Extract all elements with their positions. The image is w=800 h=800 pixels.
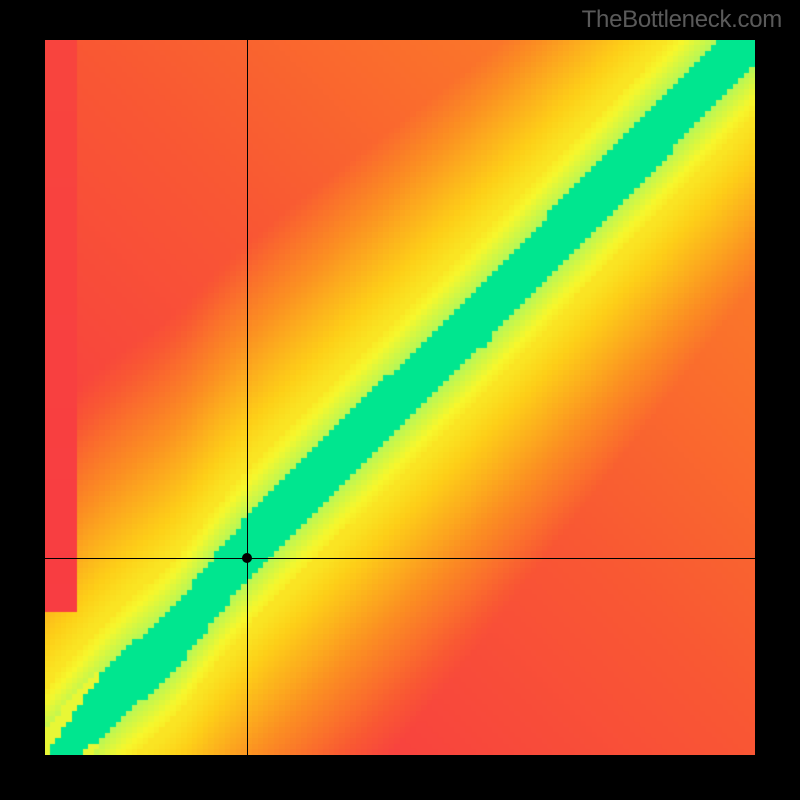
heatmap-canvas [45, 40, 755, 755]
crosshair-horizontal-line [45, 558, 755, 559]
watermark-text: TheBottleneck.com [582, 6, 782, 34]
crosshair-vertical-line [247, 40, 248, 755]
crosshair-marker-dot [242, 553, 252, 563]
heatmap-plot-area [45, 40, 755, 755]
